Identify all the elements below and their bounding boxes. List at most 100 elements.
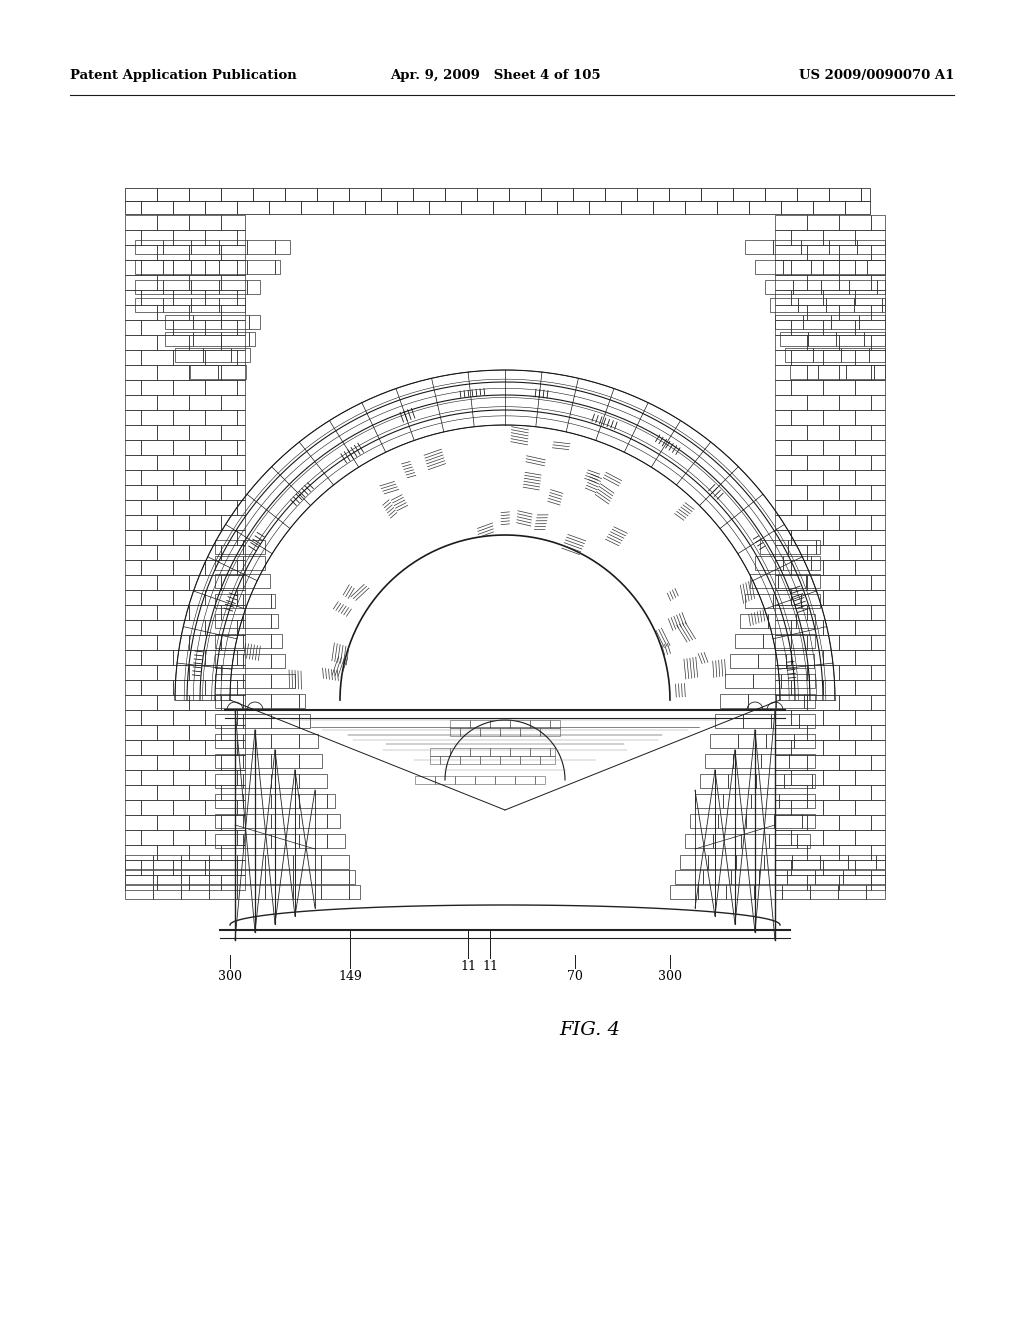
Bar [735,634,763,648]
Bar [823,741,855,755]
Bar [141,319,173,335]
Bar [838,884,866,899]
Bar [550,748,555,756]
Bar [189,366,221,380]
Bar [829,240,857,253]
Bar [807,795,815,808]
Bar [141,230,173,246]
Bar [839,545,871,560]
Bar [530,719,550,729]
Bar [813,348,841,362]
Bar [801,240,829,253]
Bar [221,845,245,861]
Bar [190,366,218,379]
Bar [141,830,173,845]
Bar [839,845,871,861]
Bar [271,754,299,768]
Bar [783,556,811,570]
Bar [855,411,885,425]
Bar [839,455,871,470]
Bar [807,275,839,290]
Bar [125,484,157,500]
Bar [871,635,885,649]
Bar [141,500,173,515]
Bar [271,774,299,788]
Bar [769,834,797,847]
Bar [791,380,823,395]
Bar [820,855,848,869]
Bar [470,719,490,729]
Bar [215,634,243,648]
Bar [141,290,173,305]
Bar [717,201,749,214]
Bar [269,201,301,214]
Bar [215,795,243,808]
Bar [181,870,209,884]
Bar [125,411,141,425]
Text: 149: 149 [338,970,361,983]
Bar [798,298,826,312]
Bar [775,380,791,395]
Bar [775,845,807,861]
Bar [807,305,839,319]
Bar [189,605,221,620]
Bar [790,366,818,379]
Bar [429,201,461,214]
Bar [189,545,221,560]
Bar [125,725,157,741]
Bar [807,246,839,260]
Bar [866,884,885,899]
Bar [855,440,885,455]
Bar [157,335,189,350]
Bar [125,710,141,725]
Bar [720,694,748,708]
Bar [189,515,221,531]
Bar [807,785,839,800]
Bar [173,560,205,576]
Bar [125,560,141,576]
Bar [243,574,270,587]
Bar [221,875,245,890]
Bar [839,635,871,649]
Bar [125,870,153,884]
Bar [705,754,733,768]
Bar [791,800,823,814]
Bar [855,830,885,845]
Bar [775,335,807,350]
Bar [807,814,839,830]
Bar [621,201,653,214]
Bar [807,455,839,470]
Bar [221,315,249,329]
Bar [157,187,189,201]
Bar [215,556,243,570]
Bar [205,741,237,755]
Bar [271,634,282,648]
Bar [745,240,773,253]
Bar [756,774,784,788]
Bar [173,319,205,335]
Bar [839,605,871,620]
Bar [540,756,555,764]
Bar [243,634,271,648]
Bar [215,774,243,788]
Bar [871,335,885,350]
Bar [237,620,245,635]
Bar [219,260,247,275]
Bar [710,734,738,748]
Bar [243,834,271,847]
Bar [775,560,791,576]
Bar [823,649,855,665]
Bar [173,440,205,455]
Bar [157,814,189,830]
Bar [237,260,245,275]
Bar [243,675,271,688]
Bar [791,290,823,305]
Bar [249,333,255,346]
Bar [855,710,885,725]
Bar [173,500,205,515]
Bar [189,755,221,770]
Bar [839,215,871,230]
Bar [876,855,885,869]
Bar [191,260,219,275]
Bar [243,594,271,609]
